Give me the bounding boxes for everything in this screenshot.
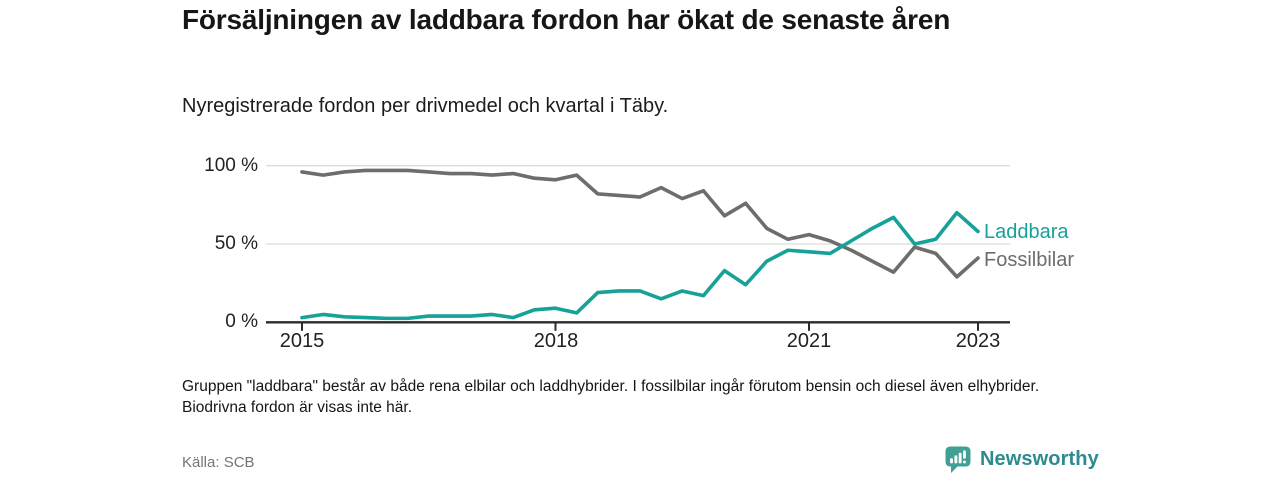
y-tick-label-100: 100 % <box>204 155 258 176</box>
newsworthy-logo[interactable]: Newsworthy <box>944 445 1099 474</box>
newsworthy-icon <box>945 446 971 473</box>
series-label-fossilbilar: Fossilbilar <box>984 249 1075 271</box>
series-label-laddbara: Laddbara <box>984 221 1069 243</box>
source-label: Källa: SCB <box>182 454 255 471</box>
laddbara-line <box>300 210 980 321</box>
y-tick-label-50: 50 % <box>214 233 258 254</box>
x-axis-ticks <box>301 323 979 331</box>
y-tick-label-0: 0 % <box>225 311 258 332</box>
newsworthy-wordmark: Newsworthy <box>980 448 1099 470</box>
x-tick-label-2018: 2018 <box>533 330 579 352</box>
gridlines <box>266 165 1010 245</box>
page-title: Försäljningen av laddbara fordon har öka… <box>182 4 951 35</box>
x-tick-label-2021: 2021 <box>786 330 832 352</box>
fossilbilar-line <box>300 168 980 279</box>
footnote: Gruppen "laddbara" består av både rena e… <box>182 378 1040 416</box>
x-tick-label-2023: 2023 <box>955 330 1001 352</box>
x-tick-label-2015: 2015 <box>279 330 325 352</box>
chart-subtitle: Nyregistrerade fordon per drivmedel och … <box>182 95 669 117</box>
